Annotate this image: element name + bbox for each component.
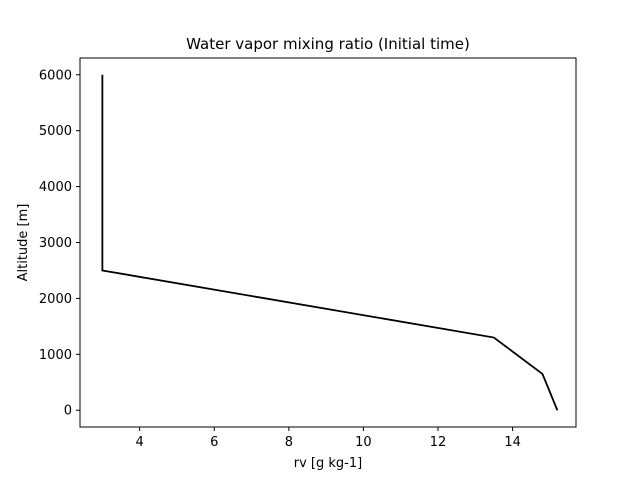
x-tick-label: 4: [136, 435, 144, 450]
y-tick-label: 0: [64, 404, 72, 419]
y-tick-label: 5000: [39, 124, 72, 139]
x-tick-label: 12: [430, 435, 447, 450]
x-axis-ticks: 4 6 8 10 12 14: [136, 427, 521, 450]
x-axis-label: rv [g kg-1]: [294, 456, 362, 471]
y-axis-ticks: 0 1000 2000 3000 4000 5000 6000: [39, 68, 80, 419]
series-line: [101, 74, 559, 411]
y-tick-label: 3000: [39, 236, 72, 251]
y-tick-label: 2000: [39, 292, 72, 307]
chart-title: Water vapor mixing ratio (Initial time): [186, 35, 470, 53]
series-layer: [101, 74, 559, 411]
x-tick-label: 6: [210, 435, 218, 450]
x-tick-label: 14: [504, 435, 521, 450]
y-tick-label: 4000: [39, 180, 72, 195]
x-tick-label: 10: [355, 435, 372, 450]
y-tick-label: 6000: [39, 68, 72, 83]
x-tick-label: 8: [285, 435, 293, 450]
y-tick-label: 1000: [39, 348, 72, 363]
y-axis-label: Altitude [m]: [16, 204, 31, 282]
